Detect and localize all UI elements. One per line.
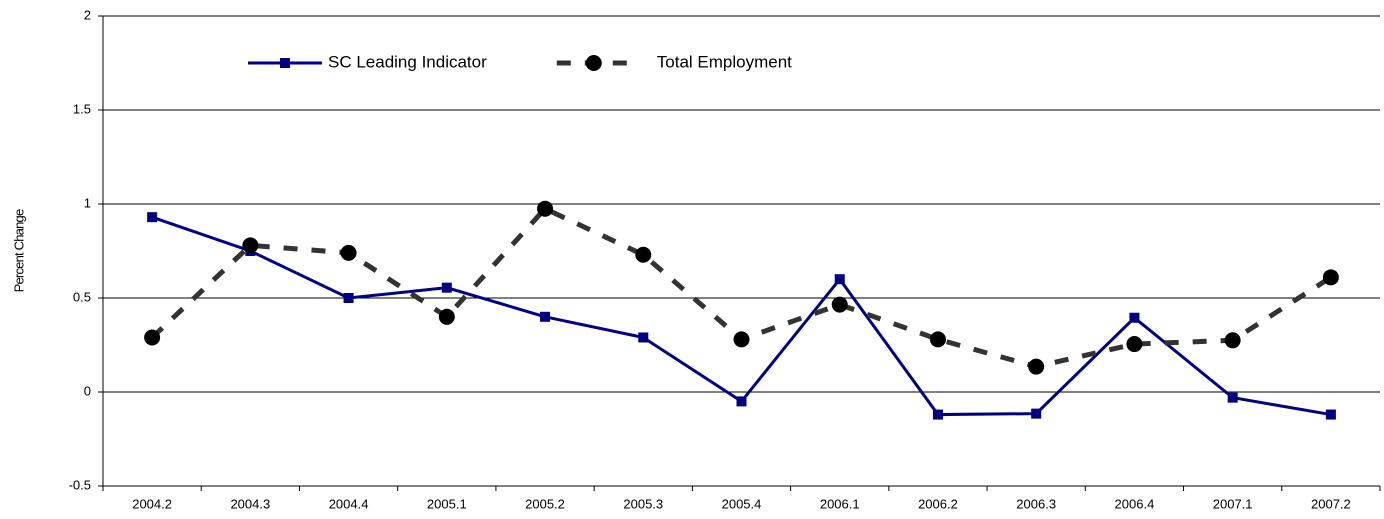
series-line	[151, 215, 1332, 417]
data-point	[831, 296, 848, 313]
data-point	[438, 308, 455, 325]
data-point	[242, 237, 259, 254]
data-point	[144, 329, 161, 346]
data-point	[932, 409, 943, 420]
x-tick-label: 2006.3	[1016, 496, 1056, 511]
x-tick-label: 2004.4	[329, 496, 369, 511]
data-point	[638, 332, 649, 343]
x-tick-label: 2005.1	[427, 496, 467, 511]
legend-marker	[585, 55, 602, 71]
legend-marker	[280, 58, 290, 68]
data-point	[340, 244, 357, 261]
data-point	[540, 311, 551, 322]
x-tick-label: 2005.4	[722, 496, 762, 511]
data-point	[733, 331, 750, 348]
x-tick-label: 2006.4	[1115, 496, 1155, 511]
data-point	[1129, 312, 1140, 323]
y-axis-label: Percent Change	[11, 209, 26, 292]
y-tick-label: 1.5	[73, 101, 91, 116]
data-point	[1028, 358, 1045, 375]
data-point	[929, 331, 946, 348]
data-point	[1325, 409, 1336, 420]
data-point	[147, 212, 158, 223]
x-tick-label: 2004.2	[132, 496, 172, 511]
data-point	[441, 282, 452, 293]
y-tick-label: 0.5	[73, 289, 91, 304]
data-point	[635, 246, 652, 263]
x-tick-label: 2005.2	[525, 496, 565, 511]
x-tick-label: 2007.1	[1213, 496, 1253, 511]
y-tick-label: 2	[84, 7, 91, 22]
legend-label: Total Employment	[657, 52, 792, 71]
data-point	[1031, 408, 1042, 419]
x-tick-label: 2007.2	[1311, 496, 1351, 511]
data-point	[343, 293, 354, 303]
data-point	[1227, 392, 1238, 403]
legend-label: SC Leading Indicator	[328, 52, 487, 71]
y-tick-label: -0.5	[69, 477, 91, 492]
y-tick-label: 0	[84, 383, 91, 398]
data-point	[537, 200, 554, 217]
data-point	[736, 396, 747, 407]
x-tick-label: 2005.3	[623, 496, 663, 511]
x-tick-label: 2006.2	[918, 496, 958, 511]
data-point	[834, 274, 845, 285]
data-point	[1224, 332, 1241, 349]
data-point	[1126, 336, 1143, 353]
y-tick-label: 1	[84, 195, 91, 210]
data-point	[1322, 269, 1339, 286]
x-tick-label: 2006.1	[820, 496, 860, 511]
x-tick-label: 2004.3	[230, 496, 270, 511]
